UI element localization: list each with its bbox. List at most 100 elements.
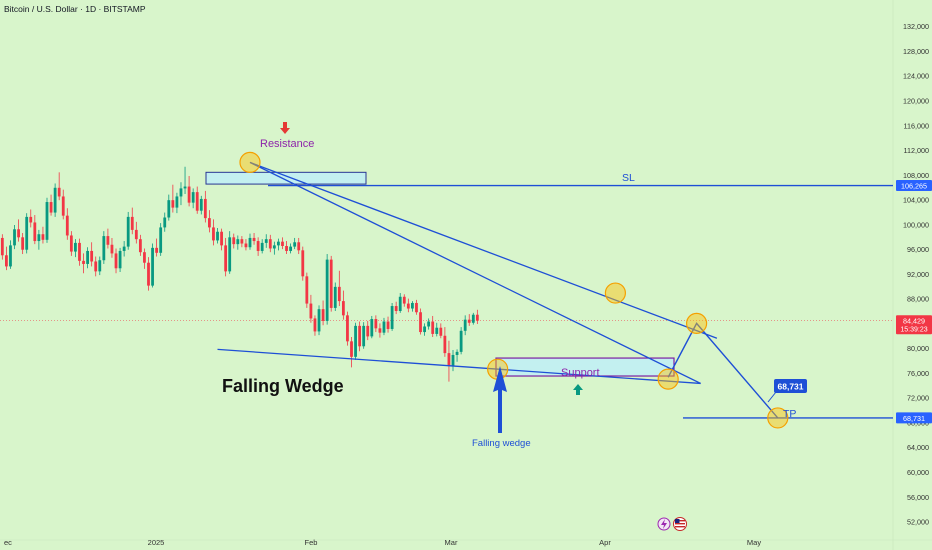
- candle: [350, 337, 353, 368]
- candle: [147, 257, 150, 291]
- candle: [341, 290, 345, 320]
- candle: [5, 246, 8, 271]
- candle: [78, 238, 81, 266]
- candle: [402, 294, 406, 307]
- x-axis: ec 2025 Feb Mar Apr May: [0, 538, 932, 547]
- candle: [82, 253, 85, 274]
- y-tick-label: 132,000: [903, 22, 929, 31]
- candle: [451, 350, 455, 372]
- price-badge: 106,265: [896, 180, 932, 192]
- candle: [475, 309, 479, 325]
- candle: [252, 232, 256, 245]
- candle: [354, 322, 357, 360]
- y-tick-label: 92,000: [907, 270, 929, 279]
- candle: [126, 211, 130, 250]
- candle: [224, 237, 228, 277]
- candle: [358, 321, 362, 352]
- candle: [317, 305, 321, 336]
- candle: [17, 219, 20, 242]
- lightning-icon[interactable]: [657, 517, 671, 531]
- candle: [94, 256, 98, 277]
- candle: [114, 248, 118, 274]
- candle: [285, 241, 288, 255]
- falling-wedge-arrow-label: Falling wedge: [472, 438, 531, 449]
- wedge-line-upper: [249, 161, 718, 339]
- chart-title: Bitcoin / U.S. Dollar · 1D · BITSTAMP: [4, 4, 146, 14]
- y-tick-label: 72,000: [907, 394, 929, 403]
- y-tick-label: 100,000: [903, 220, 929, 229]
- candle: [155, 238, 159, 257]
- candle: [240, 236, 244, 248]
- candle: [195, 186, 199, 214]
- candle: [329, 255, 333, 312]
- y-tick-label: 112,000: [904, 146, 929, 155]
- candle: [427, 318, 431, 330]
- candle: [313, 315, 317, 336]
- candle: [272, 241, 276, 255]
- candle: [65, 208, 69, 240]
- candle: [309, 294, 313, 323]
- candle: [90, 242, 94, 267]
- svg-text:84,429: 84,429: [903, 317, 925, 326]
- candle: [248, 233, 252, 250]
- candle: [212, 219, 215, 246]
- candle: [25, 213, 29, 254]
- candle: [390, 302, 394, 331]
- candle: [386, 316, 390, 333]
- candle: [337, 270, 341, 307]
- candle: [374, 315, 378, 333]
- candle: [236, 235, 240, 250]
- candle: [228, 231, 232, 274]
- candle: [301, 246, 305, 281]
- candle: [45, 197, 49, 243]
- candle: [435, 322, 439, 337]
- candle: [297, 237, 301, 255]
- candle: [159, 223, 163, 256]
- candle: [29, 209, 33, 228]
- candle: [37, 229, 41, 250]
- candle: [232, 233, 236, 249]
- candle: [455, 349, 459, 362]
- candle: [244, 239, 248, 251]
- candle: [467, 314, 471, 326]
- pivot-markers: [239, 151, 789, 429]
- candle: [21, 232, 25, 255]
- x-tick-label: Apr: [599, 538, 611, 547]
- candle: [378, 323, 382, 338]
- y-tick-label: 120,000: [903, 96, 929, 105]
- tp-label: TP: [783, 408, 796, 420]
- y-tick-label: 56,000: [907, 493, 929, 502]
- candle: [419, 308, 422, 335]
- y-tick-label: 80,000: [907, 344, 929, 353]
- candle: [398, 293, 402, 313]
- resistance-zone: [205, 171, 367, 185]
- y-tick-label: 116,000: [904, 121, 929, 130]
- candle: [268, 234, 272, 253]
- candle: [98, 256, 102, 276]
- candle: [49, 194, 53, 216]
- tp-callout: 68,731: [767, 379, 807, 403]
- support-arrow-icon: [573, 384, 583, 395]
- candle: [447, 340, 451, 382]
- tp-callout-text: 68,731: [778, 382, 804, 392]
- candle: [289, 243, 292, 254]
- pattern-title: Falling Wedge: [222, 376, 344, 396]
- y-tick-label: 60,000: [907, 468, 929, 477]
- candle: [443, 327, 447, 357]
- candle: [143, 248, 146, 269]
- candle: [122, 241, 126, 257]
- candle: [110, 237, 114, 258]
- candle: [256, 237, 260, 256]
- us-flag-icon[interactable]: [673, 517, 687, 531]
- candle: [175, 192, 179, 214]
- candle: [151, 243, 154, 288]
- candle: [191, 188, 195, 209]
- candle: [346, 311, 349, 346]
- candle: [321, 300, 325, 326]
- candle: [220, 228, 223, 251]
- candle: [325, 254, 329, 325]
- candle: [187, 176, 191, 207]
- y-tick-label: 52,000: [907, 518, 929, 527]
